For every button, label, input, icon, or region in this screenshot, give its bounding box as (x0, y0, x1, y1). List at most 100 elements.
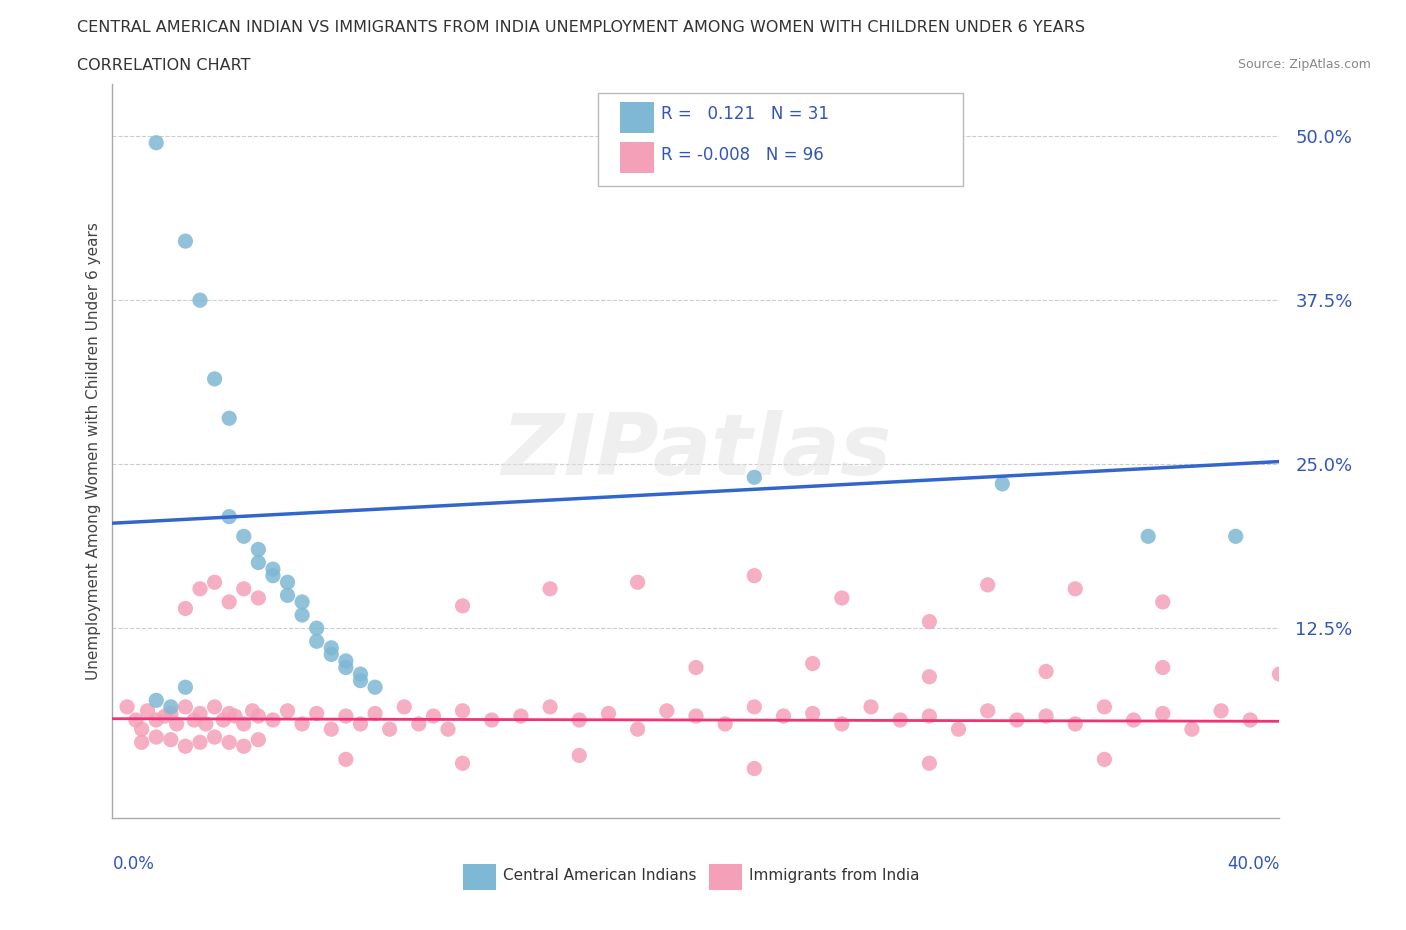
Text: 40.0%: 40.0% (1227, 856, 1279, 873)
Point (742, 761, 765, 776)
Point (218, 510, 240, 525)
Point (131, 735, 153, 750)
Point (183, 712, 205, 727)
Point (598, 706, 620, 721)
Point (976, 578, 998, 592)
Point (247, 591, 270, 605)
Point (918, 709, 941, 724)
Point (364, 680, 387, 695)
Point (378, 722, 401, 737)
Point (568, 712, 591, 727)
Point (349, 673, 371, 688)
Point (145, 730, 167, 745)
Point (232, 529, 254, 544)
Point (538, 699, 561, 714)
Point (204, 730, 226, 745)
Point (335, 709, 357, 724)
Point (145, 712, 167, 727)
Point (1268, 667, 1291, 682)
Point (335, 654, 357, 669)
Point (1181, 722, 1204, 737)
Point (188, 735, 211, 750)
Point (1239, 712, 1261, 727)
Point (889, 712, 911, 727)
Point (321, 722, 343, 737)
Point (291, 594, 314, 609)
Point (131, 722, 153, 737)
Point (232, 581, 254, 596)
Point (204, 371, 226, 386)
Point (394, 699, 416, 714)
Point (204, 575, 226, 590)
Point (335, 752, 357, 767)
Point (860, 699, 883, 714)
Point (145, 135, 167, 150)
Point (218, 735, 240, 750)
Point (188, 581, 211, 596)
Point (831, 716, 853, 731)
Point (1137, 529, 1160, 544)
Point (125, 712, 148, 727)
Point (145, 693, 167, 708)
Point (742, 470, 765, 485)
Point (568, 748, 591, 763)
Point (224, 709, 246, 724)
Point (918, 670, 941, 684)
Point (160, 732, 183, 747)
Point (685, 709, 707, 724)
Point (218, 411, 240, 426)
Point (321, 647, 343, 662)
Point (481, 712, 503, 727)
Point (174, 699, 197, 714)
Text: Immigrants from India: Immigrants from India (749, 868, 920, 883)
Point (772, 709, 794, 724)
Point (160, 706, 183, 721)
Text: CENTRAL AMERICAN INDIAN VS IMMIGRANTS FROM INDIA UNEMPLOYMENT AMONG WOMEN WITH C: CENTRAL AMERICAN INDIAN VS IMMIGRANTS FR… (77, 20, 1085, 35)
Point (364, 706, 387, 721)
Point (174, 601, 197, 616)
Point (188, 706, 211, 721)
Point (247, 555, 270, 570)
Point (232, 716, 254, 731)
Point (262, 712, 284, 727)
Point (451, 756, 474, 771)
Point (136, 703, 159, 718)
Point (1122, 712, 1144, 727)
Point (305, 620, 328, 635)
Point (437, 722, 460, 737)
Point (276, 575, 298, 590)
Point (685, 660, 707, 675)
Point (742, 568, 765, 583)
Point (918, 756, 941, 771)
Point (1005, 712, 1028, 727)
Point (918, 614, 941, 629)
Point (1225, 529, 1247, 544)
Point (742, 699, 765, 714)
Point (160, 699, 183, 714)
Point (276, 703, 298, 718)
Point (174, 680, 197, 695)
Point (976, 703, 998, 718)
Point (714, 716, 737, 731)
Text: R = -0.008   N = 96: R = -0.008 N = 96 (661, 146, 824, 164)
Point (335, 660, 357, 675)
Point (408, 716, 430, 731)
Point (509, 709, 531, 724)
Point (451, 703, 474, 718)
Point (801, 706, 824, 721)
Point (218, 706, 240, 721)
Point (153, 709, 176, 724)
Point (422, 709, 444, 724)
Point (538, 581, 561, 596)
Point (174, 738, 197, 753)
Text: Source: ZipAtlas.com: Source: ZipAtlas.com (1237, 58, 1371, 71)
Point (991, 476, 1014, 491)
Point (1152, 594, 1174, 609)
Point (1035, 664, 1057, 679)
Point (212, 712, 235, 727)
Point (174, 233, 197, 248)
Point (1094, 699, 1116, 714)
Point (831, 591, 853, 605)
Text: Central American Indians: Central American Indians (503, 868, 697, 883)
Point (276, 588, 298, 603)
